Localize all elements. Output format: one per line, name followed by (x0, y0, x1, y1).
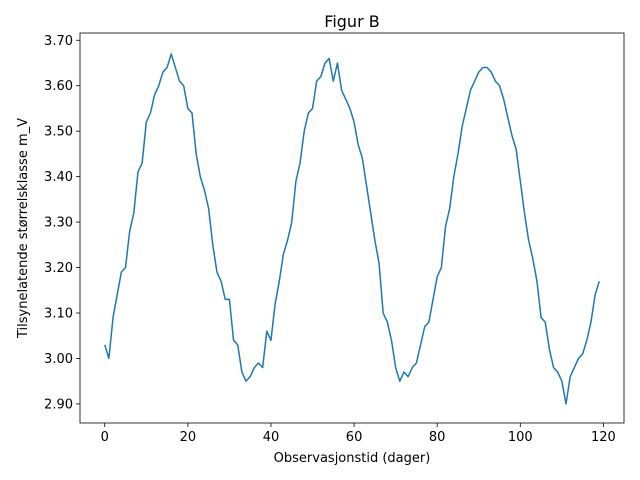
plot-frame (79, 32, 625, 424)
data-line (104, 53, 600, 405)
y-tick-label: 3.10 (44, 307, 73, 322)
x-tick-label: 120 (591, 430, 616, 445)
chart-title: Figur B (324, 12, 379, 31)
x-axis-label: Observasjonstid (dager) (274, 451, 431, 466)
y-tick-label: 3.00 (44, 352, 73, 367)
x-tick-label: 100 (508, 430, 533, 445)
x-tick-label: 20 (180, 430, 197, 445)
y-tick-label: 3.40 (44, 170, 73, 185)
y-axis-label: Tilsynelatende størrelsklasse m_V (16, 118, 31, 339)
y-tick-label: 3.20 (44, 261, 73, 276)
y-tick-label: 3.30 (44, 216, 73, 231)
x-tick-label: 80 (429, 430, 446, 445)
y-tick-label: 3.60 (44, 79, 73, 94)
x-tick-label: 40 (263, 430, 280, 445)
x-tick-label: 60 (346, 430, 363, 445)
y-tick-label: 3.50 (44, 125, 73, 140)
y-tick-label: 3.70 (44, 34, 73, 49)
x-tick-label: 0 (101, 430, 109, 445)
y-tick-label: 2.90 (44, 397, 73, 412)
